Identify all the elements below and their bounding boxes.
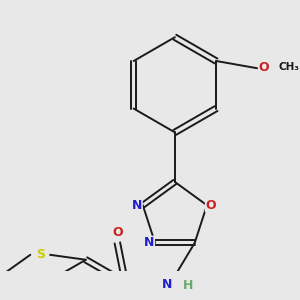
- Text: CH₃: CH₃: [279, 62, 300, 72]
- Text: N: N: [132, 199, 142, 212]
- Text: O: O: [259, 61, 269, 74]
- Text: O: O: [206, 199, 216, 212]
- Text: N: N: [162, 278, 172, 291]
- Text: S: S: [36, 248, 45, 261]
- Text: N: N: [144, 236, 154, 249]
- Text: O: O: [112, 226, 123, 239]
- Text: H: H: [183, 279, 193, 292]
